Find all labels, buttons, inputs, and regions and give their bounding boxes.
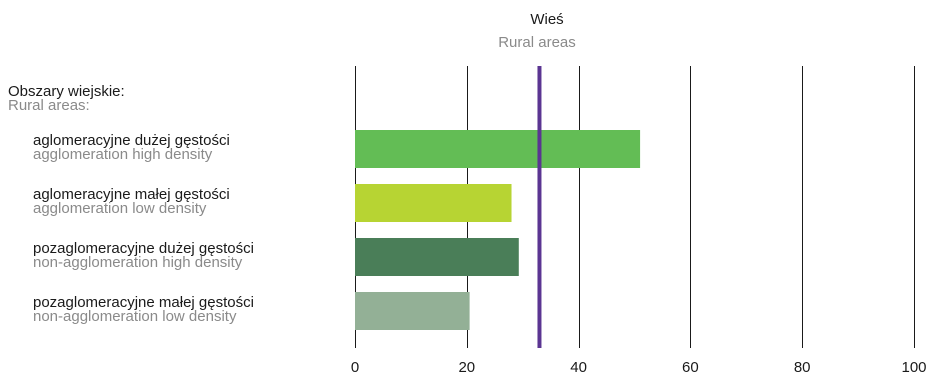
bar-4 <box>355 292 470 330</box>
x-tick-label-60: 60 <box>682 359 699 375</box>
bar-1 <box>355 130 641 168</box>
group-label-en: Rural areas: <box>8 97 90 114</box>
x-tick-label-0: 0 <box>351 359 359 375</box>
x-tick-label-100: 100 <box>901 359 926 375</box>
category-label-pl-2: aglomeracyjne małej gęstości <box>33 186 230 203</box>
x-tick-label-80: 80 <box>794 359 811 375</box>
x-tick-label-40: 40 <box>570 359 587 375</box>
category-label-en-3: non-agglomeration high density <box>33 254 243 271</box>
chart-title: Wieś <box>530 11 563 28</box>
x-tick-labels: 0 20 40 60 80 100 <box>351 359 927 375</box>
category-label-pl-1: aglomeracyjne dużej gęstości <box>33 132 230 149</box>
bars <box>355 130 641 330</box>
chart-subtitle: Rural areas <box>498 34 576 51</box>
category-label-pl-3: pozaglomeracyjne dużej gęstości <box>33 240 254 257</box>
category-label-pl-4: pozaglomeracyjne małej gęstości <box>33 294 254 311</box>
category-label-en-1: agglomeration high density <box>33 146 213 163</box>
x-tick-label-20: 20 <box>458 359 475 375</box>
category-label-en-2: agglomeration low density <box>33 200 207 217</box>
group-label-pl: Obszary wiejskie: <box>8 83 125 100</box>
bar-2 <box>355 184 512 222</box>
category-label-en-4: non-agglomeration low density <box>33 308 237 325</box>
bar-3 <box>355 238 519 276</box>
category-labels: aglomeracyjne dużej gęstościagglomeratio… <box>33 132 254 325</box>
